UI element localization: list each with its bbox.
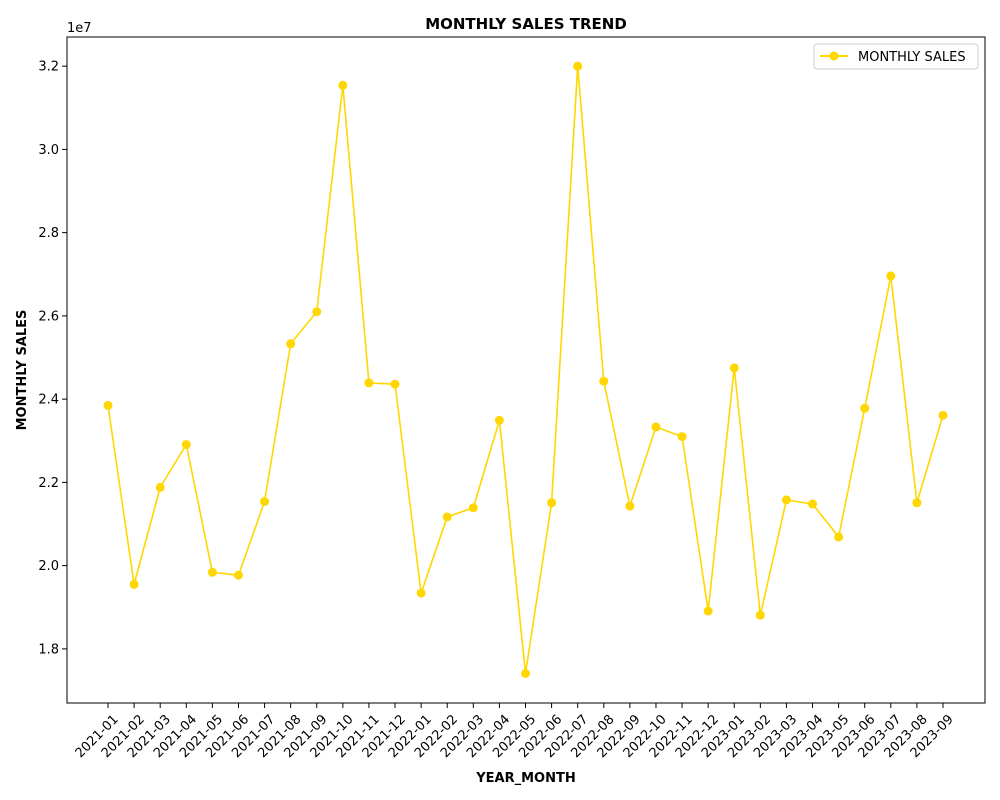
data-point-marker [573, 61, 583, 71]
data-point-marker [677, 432, 687, 442]
data-point-marker [625, 501, 635, 511]
series-layer [103, 61, 948, 678]
data-point-marker [233, 570, 243, 580]
data-point-marker [338, 80, 348, 90]
legend-box [813, 43, 979, 70]
data-point-marker [938, 410, 948, 420]
data-point-marker [547, 498, 557, 508]
legend-label: MONTHLY SALES [858, 50, 966, 65]
y-offset-label: 1e7 [67, 21, 92, 36]
y-tick-label: 2.4 [38, 393, 59, 408]
data-point-marker [181, 440, 191, 450]
data-point-marker [599, 376, 609, 386]
data-point-marker [468, 503, 478, 513]
y-tick-label: 2.8 [38, 226, 59, 241]
y-axis: 1.8 2.0 2.2 2.4 2.6 2.8 3.0 3.2 [38, 60, 67, 657]
data-point-marker [703, 606, 713, 616]
legend-marker-swatch [829, 51, 839, 61]
legend: MONTHLY SALES [813, 43, 979, 70]
chart-title: MONTHLY SALES TREND [425, 15, 627, 33]
x-axis-title: YEAR_MONTH [475, 771, 575, 786]
y-axis-title: MONTHLY SALES [15, 310, 30, 431]
y-tick-label: 1.8 [38, 642, 59, 657]
data-point-marker [416, 588, 426, 598]
y-tick-label: 2.6 [38, 309, 59, 324]
data-point-marker [860, 403, 870, 413]
data-point-marker [155, 482, 165, 492]
data-point-marker [886, 271, 896, 281]
data-point-marker [286, 339, 296, 349]
data-point-marker [808, 499, 818, 509]
data-point-marker [260, 497, 270, 507]
data-point-marker [390, 379, 400, 389]
data-point-marker [729, 363, 739, 373]
data-point-marker [755, 610, 765, 620]
data-point-marker [912, 498, 922, 508]
data-point-marker [781, 495, 791, 505]
data-point-marker [103, 400, 113, 410]
data-point-marker [207, 567, 217, 577]
data-point-marker [442, 512, 452, 522]
data-point-marker [364, 378, 374, 388]
data-point-marker [651, 422, 661, 432]
data-point-marker [312, 307, 322, 317]
y-tick-label: 2.2 [38, 476, 59, 491]
y-tick-label: 3.2 [38, 60, 59, 75]
y-tick-label: 3.0 [38, 143, 59, 158]
data-point-marker [129, 579, 139, 589]
data-point-marker [494, 415, 504, 425]
data-point-marker [834, 532, 844, 542]
data-point-marker [521, 668, 530, 678]
y-tick-label: 2.0 [38, 559, 59, 574]
